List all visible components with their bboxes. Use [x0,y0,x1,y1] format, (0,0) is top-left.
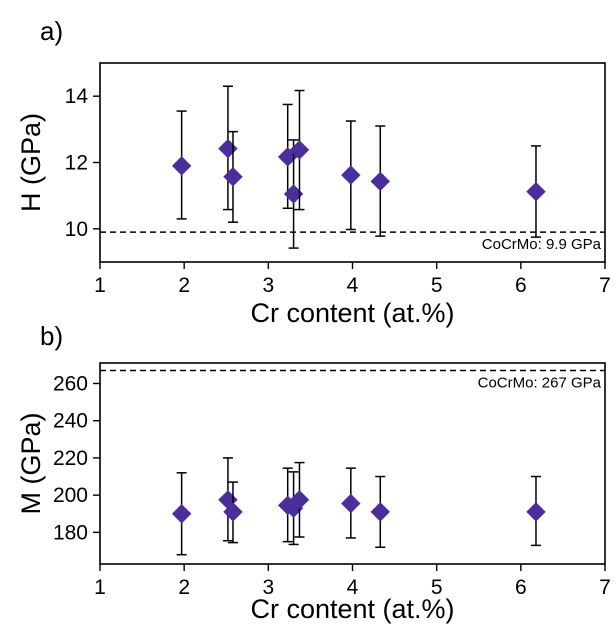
diamond-marker [370,502,390,522]
diamond-marker [370,171,390,192]
diamond-marker [341,493,361,514]
data-point-2 [218,457,238,542]
diamond-marker [289,490,310,510]
chart-panel-2: b) 1 2 3 4 5 6 7 180 200 220 240 260 Cr content (at.%… [16,321,611,624]
x-tick-label: 2 [178,576,190,599]
x-tick-label: 4 [347,274,359,297]
panel-label: b) [40,321,63,351]
data-point-5 [283,139,304,249]
plot-frame [99,362,606,565]
x-tick-label: 3 [262,274,274,297]
data-point-7 [341,120,361,231]
reference-line-label: CoCrMo: 9.9 GPa [482,236,602,253]
data-point-6 [289,461,310,538]
data-point-3 [223,130,243,223]
x-tick-label: 6 [515,576,527,599]
data-point-7 [341,467,361,539]
data-point-6 [289,89,310,211]
x-tick-label: 1 [94,274,106,297]
x-tick-label: 1 [94,576,106,599]
diamond-marker [171,504,192,524]
data-point-2 [218,85,238,211]
y-axis-title: M (GPa) [16,412,46,514]
reference-line-label: CoCrMo: 267 GPa [478,374,602,391]
y-tick-label: 240 [53,410,88,433]
panel-label: a) [40,16,63,46]
x-tick-label: 4 [347,576,359,599]
x-tick-label: 6 [515,274,527,297]
x-tick-label: 3 [262,576,274,599]
diamond-marker [171,156,192,176]
x-tick-label: 5 [431,274,443,297]
x-axis-title: Cr content (at.%) [250,594,454,624]
y-tick-label: 14 [65,85,89,108]
diamond-marker [341,165,361,185]
data-point-9 [526,475,546,547]
y-tick-label: 12 [65,152,88,175]
diamond-marker [526,181,546,202]
y-tick-label: 200 [53,484,88,507]
y-tick-label: 220 [53,447,88,470]
data-point-8 [370,475,390,548]
diamond-marker [289,140,310,160]
data-point-1 [171,472,192,556]
x-axis-title: Cr content (at.%) [250,298,454,328]
data-point-3 [223,481,243,544]
y-tick-label: 260 [53,372,88,395]
y-tick-label: 10 [65,218,88,241]
x-tick-label: 2 [178,274,190,297]
diamond-marker [223,502,243,522]
diamond-marker [526,502,546,522]
x-tick-label: 7 [599,576,611,599]
x-tick-label: 7 [599,274,611,297]
diamond-marker [218,138,238,159]
data-point-9 [526,145,546,238]
data-point-1 [171,110,192,220]
data-point-8 [370,125,390,237]
diamond-marker [223,167,243,187]
y-axis-title: H (GPa) [16,113,46,212]
x-tick-label: 5 [431,576,443,599]
y-tick-label: 180 [53,521,88,544]
